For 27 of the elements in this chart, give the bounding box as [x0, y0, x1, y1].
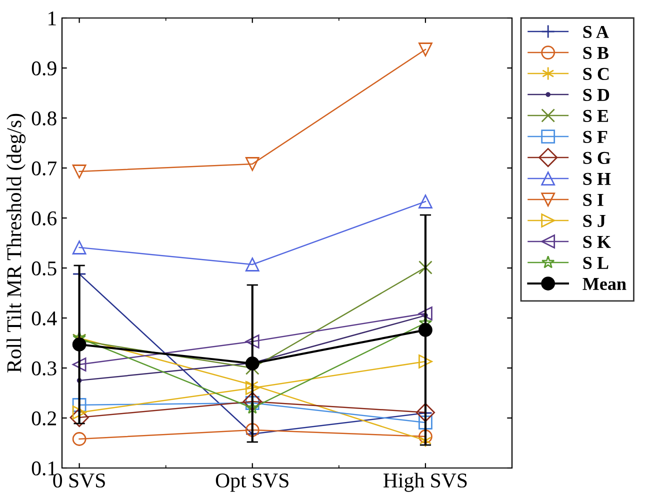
y-tick-label: 0.7 [32, 161, 57, 176]
legend-label: S K [583, 236, 611, 248]
y-tick-label: 0.4 [32, 311, 57, 326]
y-tick-label: 0.5 [32, 261, 56, 276]
y-tick-label: 0.6 [32, 211, 57, 226]
legend-label: S A [583, 26, 609, 38]
y-tick-label: 0.8 [32, 111, 56, 126]
legend-label: S H [583, 172, 611, 186]
legend-label: S E [583, 110, 608, 122]
x-tick-label: 0 SVS [53, 473, 105, 488]
legend-label: S D [583, 88, 610, 102]
y-tick-label: 0.3 [32, 361, 56, 376]
y-axis-title: Roll Tilt MR Threshold (deg/s) [6, 114, 26, 372]
legend-label: S F [583, 130, 608, 144]
x-tick-label: High SVS [384, 472, 467, 492]
legend-label: S B [583, 46, 608, 60]
legend-label: Mean [582, 278, 626, 290]
legend-label: S L [583, 256, 608, 270]
y-tick-label: 1 [48, 11, 56, 26]
y-tick-label: 0.2 [32, 411, 56, 426]
legend-label: S I [583, 194, 604, 206]
y-tick-label: 0.9 [32, 61, 56, 76]
legend-label: S J [583, 214, 606, 228]
x-tick-label: Opt SVS [216, 474, 288, 492]
legend-label: S G [583, 152, 610, 164]
y-tick-label: 0.1 [32, 461, 56, 476]
legend-label: S C [583, 68, 609, 80]
